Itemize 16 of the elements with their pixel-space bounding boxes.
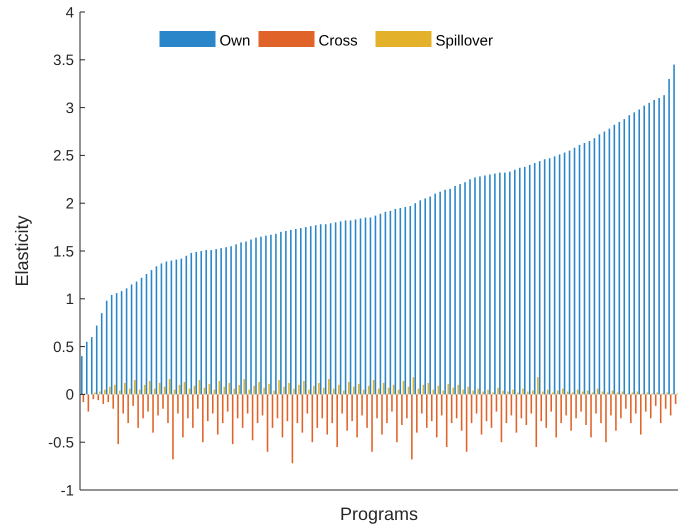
legend-label: Cross: [318, 32, 358, 50]
y-tick-label: -0.5: [48, 434, 74, 452]
legend-label: Own: [220, 32, 250, 50]
y-tick-label: 0: [66, 386, 74, 404]
y-tick-label: 0.5: [53, 338, 74, 356]
y-tick-label: 4: [66, 4, 74, 22]
y-tick-label: 3.5: [53, 52, 74, 70]
y-tick-label: 3: [66, 100, 74, 117]
y-axis-title: Elasticity: [12, 215, 32, 287]
y-tick-label: 2: [66, 195, 74, 212]
y-tick-label: 1: [66, 291, 74, 308]
y-tick-label: 2.5: [53, 148, 74, 165]
legend-label: Spillover: [436, 32, 494, 50]
y-tick-label: -1: [60, 482, 74, 500]
x-axis-title: Programs: [340, 504, 418, 524]
y-tick-label: 1.5: [53, 243, 74, 260]
